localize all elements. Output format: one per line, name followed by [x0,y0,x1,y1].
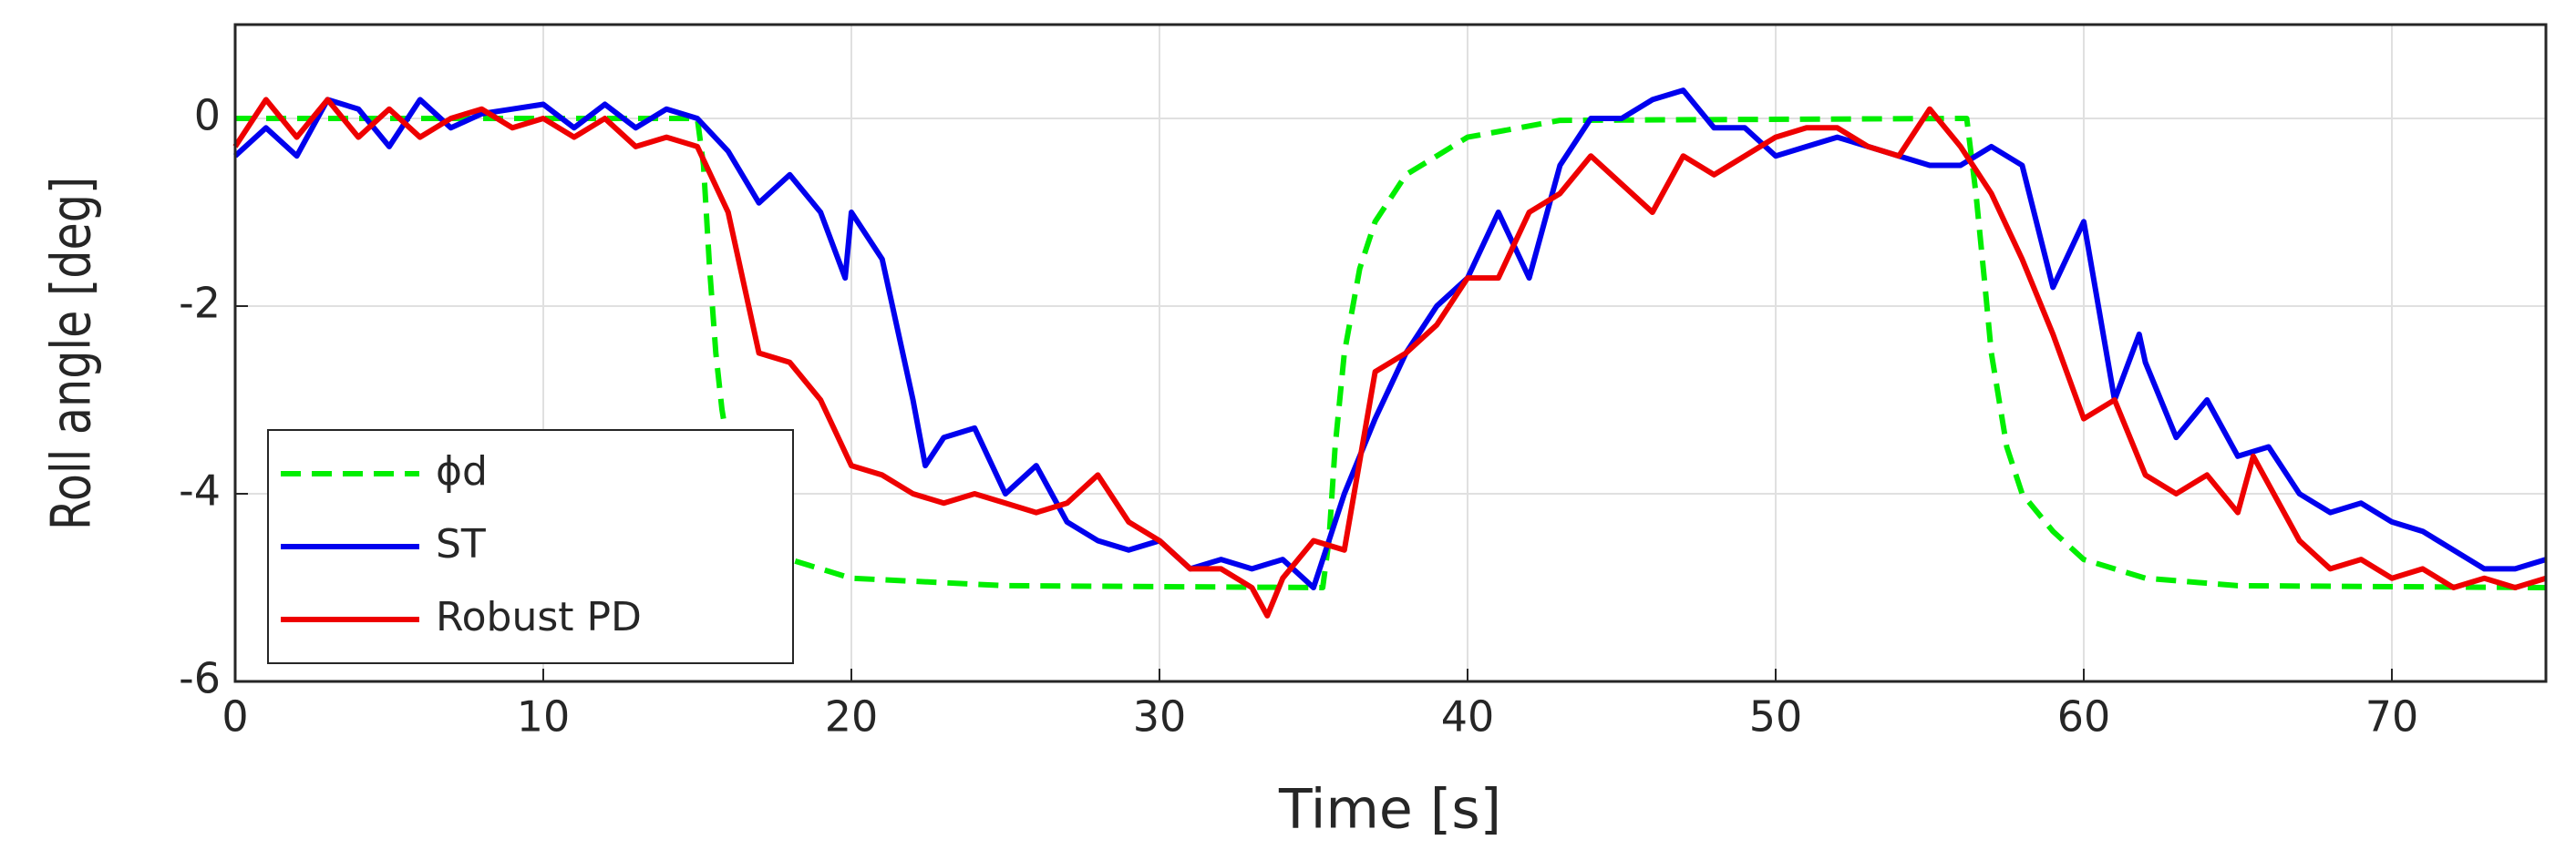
x-tick-label: 10 [517,692,571,742]
x-tick-label: 20 [825,692,879,742]
x-tick-label: 60 [2057,692,2111,742]
x-tick-label: 0 [222,692,248,742]
y-axis-label: Roll angle [deg] [39,177,103,530]
series-line [235,116,2547,590]
x-tick-label: 40 [1441,692,1495,742]
series-line [232,97,2547,619]
legend-label: Robust PD [436,594,642,640]
x-tick-label: 30 [1133,692,1187,742]
y-tick-label: 0 [194,91,221,140]
y-tick-label: -2 [179,279,221,328]
plot-frame [233,23,2548,683]
y-tick-label: -6 [179,654,221,703]
legend-label: ST [436,521,486,568]
x-tick-label: 70 [2365,692,2419,742]
legend-label: ϕd [436,448,488,495]
x-tick-label: 50 [1749,692,1803,742]
series-line [232,87,2547,590]
y-tick-label: -4 [179,466,221,516]
x-axis-label: Time [s] [1278,778,1501,842]
